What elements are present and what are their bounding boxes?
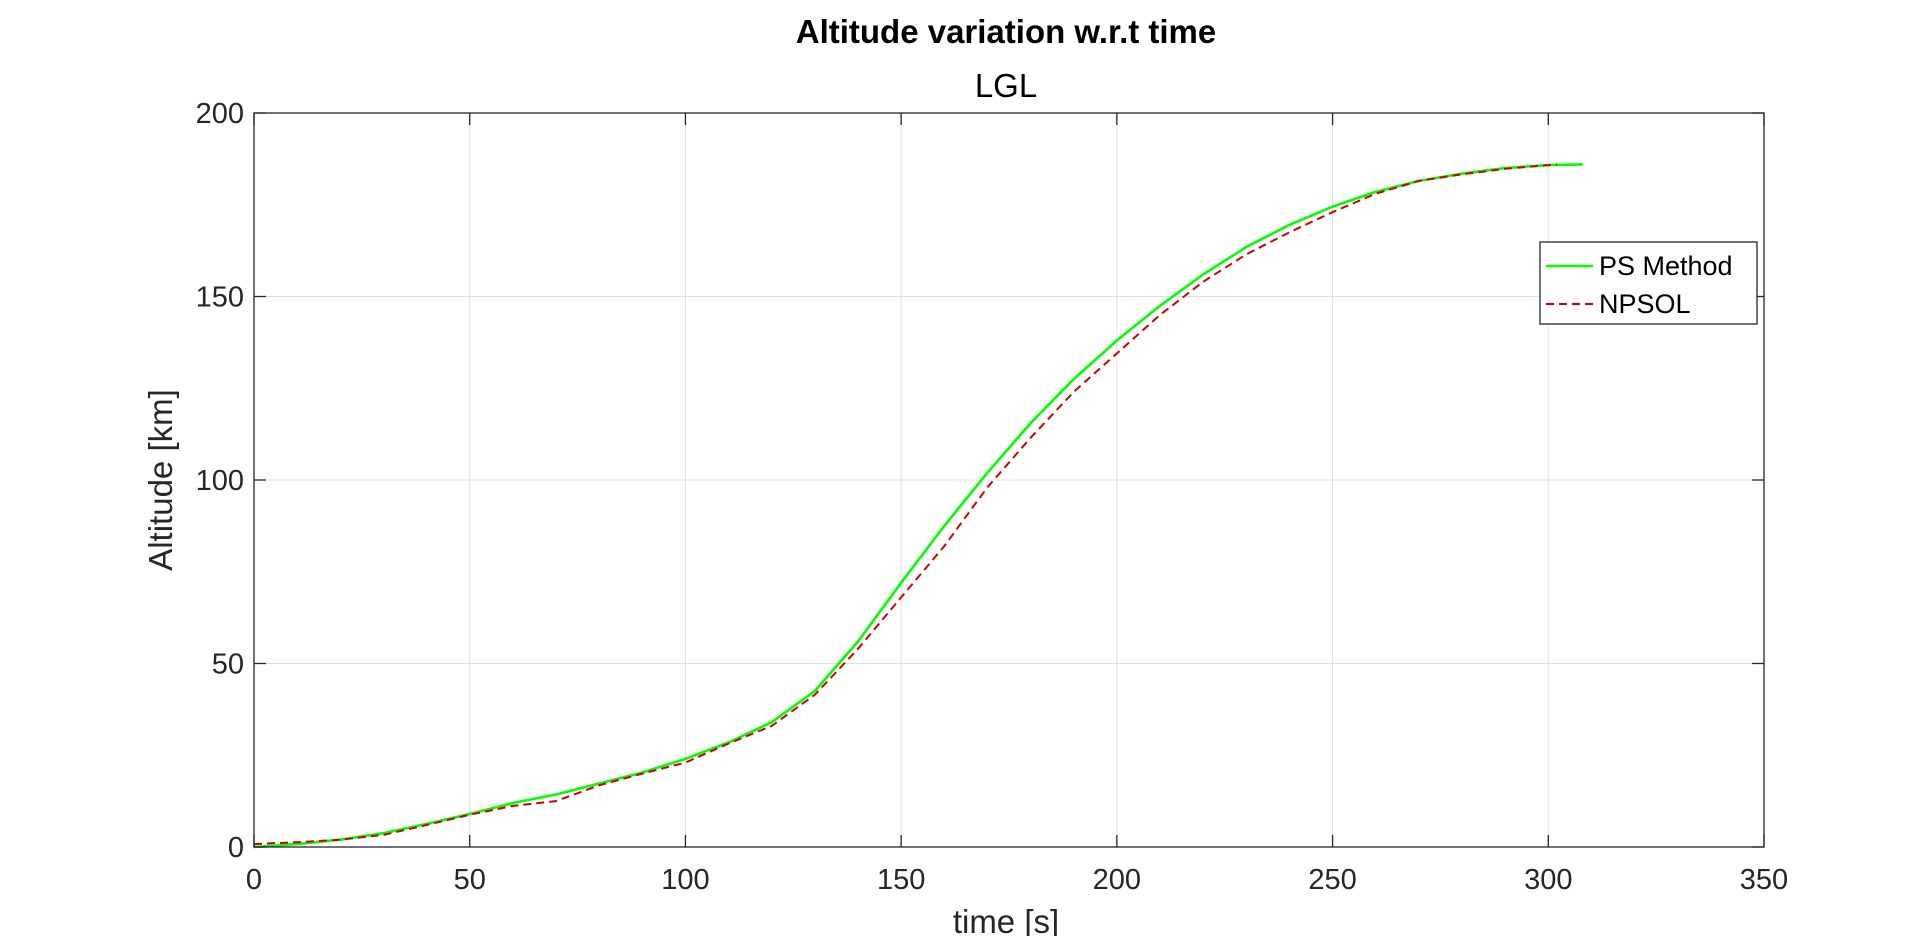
x-tick-label: 50 (454, 864, 486, 896)
ticks (253, 112, 1765, 848)
series-layer (253, 163, 1583, 849)
x-tick-label: 350 (1740, 864, 1788, 896)
y-tick-label: 0 (228, 832, 244, 864)
x-tick-label: 200 (1093, 864, 1141, 896)
legend: PS Method NPSOL (1539, 241, 1758, 325)
chart-title: Altitude variation w.r.t time (796, 13, 1217, 50)
grid (254, 113, 1764, 847)
x-tick-label: 150 (877, 864, 925, 896)
series-line-ps-method (253, 163, 1583, 849)
y-tick-label: 150 (196, 282, 244, 314)
y-tick-label: 50 (212, 649, 244, 681)
chart-subtitle: LGL (975, 67, 1037, 104)
y-tick-label: 100 (196, 465, 244, 497)
x-tick-label: 0 (246, 864, 262, 896)
legend-box (1539, 241, 1758, 325)
legend-label-npsol: NPSOL (1599, 289, 1691, 319)
y-axis-label: Altitude [km] (142, 389, 179, 571)
y-tick-label: 200 (196, 98, 244, 130)
x-tick-label: 100 (661, 864, 709, 896)
legend-label-ps-method: PS Method (1599, 251, 1733, 281)
x-tick-label: 300 (1524, 864, 1572, 896)
plot-area (253, 112, 1765, 849)
tick-labels: 0 50 100 150 200 250 300 350 0 50 100 150 200 (196, 98, 1789, 896)
x-axis-label: time [s] (953, 903, 1059, 936)
x-tick-label: 250 (1308, 864, 1356, 896)
series-line-npsol (253, 163, 1557, 846)
